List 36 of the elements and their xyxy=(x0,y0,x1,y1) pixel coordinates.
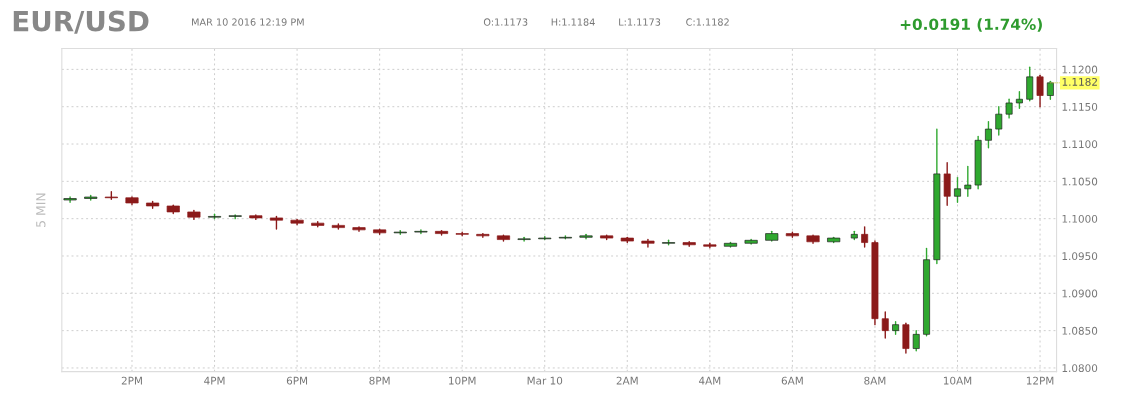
text: +0.0191 (1.74%) xyxy=(900,18,1042,32)
text: L:1.1173 xyxy=(619,18,661,26)
candlestick xyxy=(641,238,655,248)
text: H:1.1184 xyxy=(551,18,595,26)
candlestick xyxy=(414,229,428,235)
text: MAR 10 2016 12:19 PM xyxy=(192,18,304,26)
candlestick xyxy=(228,214,242,220)
x-tick-label: 4PM xyxy=(204,376,225,385)
x-tick-label: 10PM xyxy=(449,376,476,385)
x-tick-label: 2AM xyxy=(616,376,638,385)
y-tick-label: 1.1100 xyxy=(1062,140,1098,149)
chart-title: EUR/USD xyxy=(13,10,149,34)
x-tick-label: 6PM xyxy=(286,376,308,385)
y-tick-label: 1.1050 xyxy=(1062,177,1098,186)
y-tick-label: 1.1150 xyxy=(1062,102,1098,111)
x-tick-label: 10AM xyxy=(943,376,972,385)
candlestick xyxy=(455,231,469,237)
candlestick xyxy=(517,236,531,242)
x-tick-label: Mar 10 xyxy=(527,376,563,385)
x-tick-label: 8AM xyxy=(864,376,886,385)
y-tick-label: 1.0900 xyxy=(1062,289,1098,298)
x-tick-label: 4AM xyxy=(698,376,721,385)
y-tick-label: 1.0950 xyxy=(1062,252,1098,261)
text: O:1.1173 xyxy=(483,18,528,26)
candlestick xyxy=(63,196,77,203)
text: C:1.1182 xyxy=(686,18,729,26)
y-tick-label: 1.0850 xyxy=(1062,326,1098,335)
x-tick-label: 8PM xyxy=(369,376,390,385)
y-tick-label: 1.1200 xyxy=(1062,65,1098,74)
y-tick-label: 1.1000 xyxy=(1062,214,1098,223)
y-axis-title: 5 MIN xyxy=(36,193,46,227)
x-tick-label: 2PM xyxy=(121,376,142,385)
y-tick-label: 1.0800 xyxy=(1062,364,1098,373)
x-tick-label: 12PM xyxy=(1026,376,1054,385)
x-tick-label: 6AM xyxy=(781,376,803,385)
annotation: 1.1182 xyxy=(1062,77,1097,86)
